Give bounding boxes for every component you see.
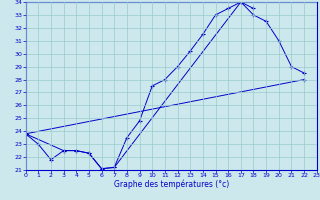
X-axis label: Graphe des températures (°c): Graphe des températures (°c) [114,180,229,189]
